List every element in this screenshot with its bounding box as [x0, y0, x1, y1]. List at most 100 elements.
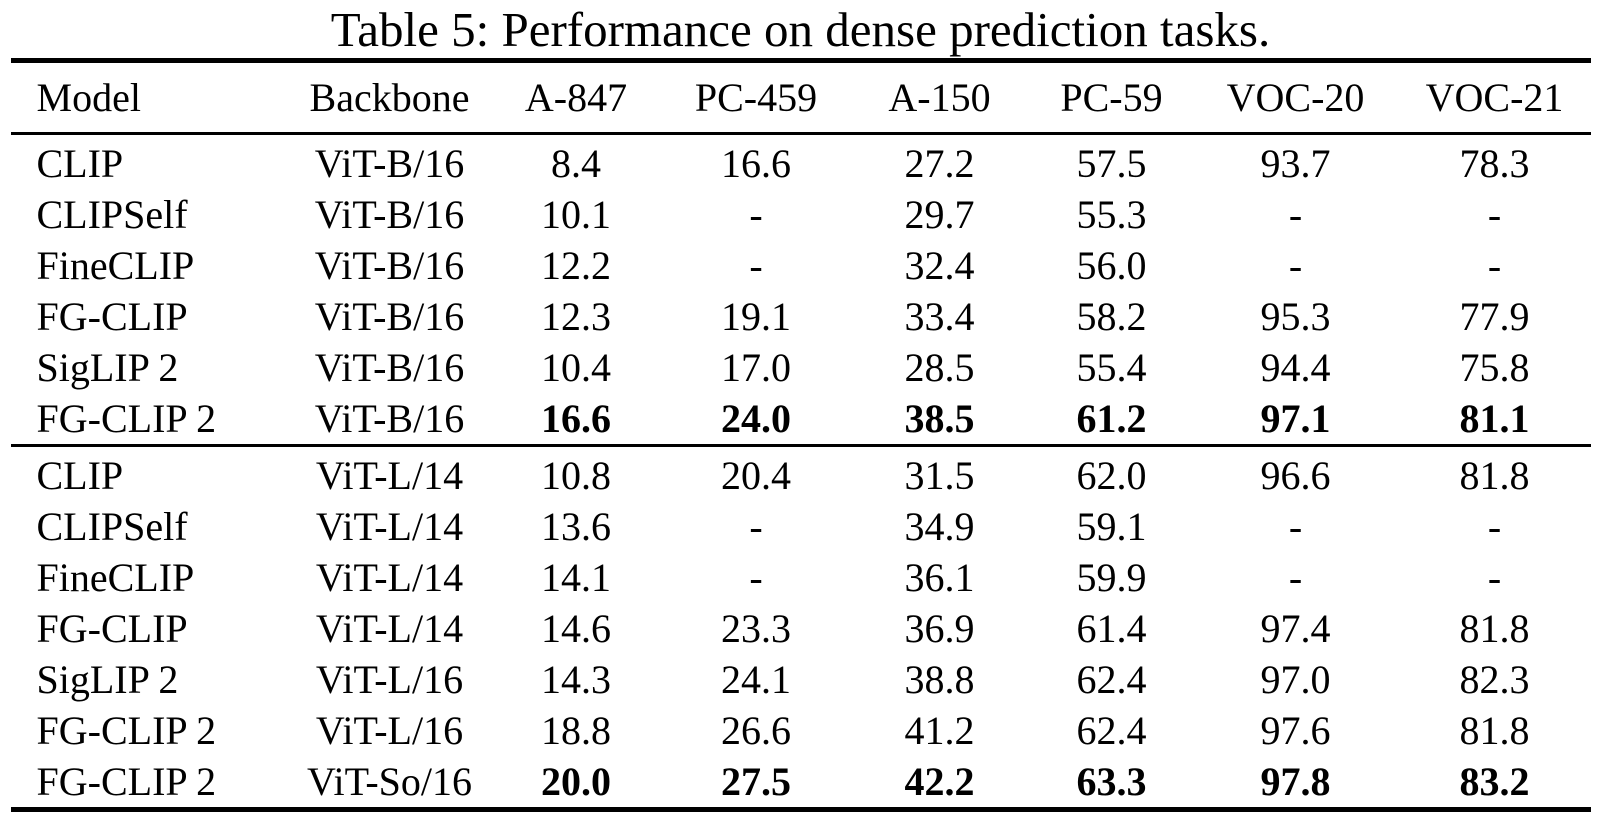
value-cell: 97.8	[1260, 759, 1331, 804]
value-cell: 41.2	[904, 708, 975, 753]
value-cell: 18.8	[541, 708, 611, 753]
value-cell: 96.6	[1260, 453, 1331, 498]
table-row: FineCLIP ViT-L/14 14.1 - 36.1 59.9 - -	[11, 552, 1591, 603]
value-cell: 27.5	[721, 759, 791, 804]
value-cell: 32.4	[904, 243, 975, 288]
table-row: FineCLIP ViT-B/16 12.2 - 32.4 56.0 - -	[11, 240, 1591, 291]
table-row: CLIP ViT-L/14 10.8 20.4 31.5 62.0 96.6 81.8	[11, 446, 1591, 502]
value-cell: -	[1288, 192, 1303, 237]
model-cell: FG-CLIP 2	[36, 708, 217, 753]
table-header: Model Backbone A-847 PC-459 A-150 PC-59 …	[10, 61, 1591, 134]
value-cell: 12.3	[541, 294, 611, 339]
value-cell: -	[749, 243, 763, 288]
value-cell: 97.6	[1260, 708, 1331, 753]
backbone-cell: ViT-B/16	[314, 345, 465, 390]
value-cell: 97.1	[1260, 396, 1331, 441]
backbone-cell: ViT-B/16	[314, 141, 465, 186]
table-row: SigLIP 2 ViT-L/16 14.3 24.1 38.8 62.4 97.0 82.3	[11, 654, 1591, 705]
value-cell: 34.9	[904, 504, 975, 549]
header-row: Model Backbone A-847 PC-459 A-150 PC-59 …	[10, 61, 1591, 134]
value-cell: -	[1487, 192, 1502, 237]
value-cell: 77.9	[1459, 294, 1530, 339]
value-cell: 62.0	[1076, 453, 1147, 498]
value-cell: 27.2	[904, 141, 975, 186]
value-cell: 28.5	[904, 345, 975, 390]
value-cell: -	[749, 192, 763, 237]
backbone-cell: ViT-B/16	[314, 396, 465, 441]
value-cell: 29.7	[904, 192, 975, 237]
backbone-cell: ViT-So/16	[306, 759, 473, 804]
model-cell: FG-CLIP	[36, 294, 188, 339]
value-cell: 81.8	[1459, 708, 1530, 753]
value-cell: 61.4	[1076, 606, 1147, 651]
model-cell: CLIP	[36, 453, 124, 498]
column-header-pc59: PC-59	[1060, 75, 1163, 120]
backbone-cell: ViT-L/14	[315, 606, 464, 651]
column-header-voc20: VOC-20	[1226, 75, 1365, 120]
value-cell: 63.3	[1076, 759, 1147, 804]
value-cell: 10.1	[541, 192, 611, 237]
value-cell: 33.4	[904, 294, 975, 339]
table-row: CLIPSelf ViT-B/16 10.1 - 29.7 55.3 - -	[11, 189, 1591, 240]
value-cell: 12.2	[541, 243, 611, 288]
table-caption: Table 5: Performance on dense prediction…	[330, 2, 1271, 57]
backbone-cell: ViT-L/14	[315, 555, 464, 600]
table-row: FG-CLIP ViT-B/16 12.3 19.1 33.4 58.2 95.3 77.9	[11, 291, 1591, 342]
backbone-cell: ViT-L/14	[315, 504, 464, 549]
value-cell: 36.1	[904, 555, 975, 600]
backbone-cell: ViT-B/16	[314, 192, 465, 237]
backbone-cell: ViT-B/16	[314, 294, 465, 339]
value-cell: 20.0	[541, 759, 611, 804]
value-cell: 83.2	[1459, 759, 1530, 804]
value-cell: -	[1288, 504, 1303, 549]
value-cell: 81.8	[1459, 606, 1530, 651]
column-header-pc459: PC-459	[694, 75, 818, 120]
value-cell: -	[1487, 555, 1502, 600]
value-cell: 23.3	[721, 606, 791, 651]
value-cell: 82.3	[1459, 657, 1530, 702]
backbone-cell: ViT-B/16	[314, 243, 465, 288]
group-vit-l: CLIP ViT-L/14 10.8 20.4 31.5 62.0 96.6 81.8 CLIP…	[10, 445, 1591, 810]
value-cell: 10.8	[541, 453, 611, 498]
model-cell: FG-CLIP	[36, 606, 188, 651]
value-cell: 78.3	[1459, 141, 1530, 186]
value-cell: 81.8	[1459, 453, 1530, 498]
value-cell: 97.4	[1260, 606, 1331, 651]
value-cell: 57.5	[1076, 141, 1147, 186]
value-cell: 24.1	[721, 657, 791, 702]
value-cell: 62.4	[1076, 708, 1147, 753]
model-cell: SigLIP 2	[36, 657, 179, 702]
table-row: CLIP ViT-B/16 8.4 16.6 27.2 57.5 93.7 78.3	[11, 134, 1591, 190]
table-row: FG-CLIP 2 ViT-B/16 16.6 24.0 38.5 61.2 97.1 81.…	[11, 393, 1591, 446]
table-row: SigLIP 2 ViT-B/16 10.4 17.0 28.5 55.4 94.4 75.8	[11, 342, 1591, 393]
value-cell: 17.0	[721, 345, 791, 390]
column-header-a150: A-150	[888, 75, 991, 120]
column-header-model: Model	[36, 75, 141, 120]
value-cell: 31.5	[904, 453, 975, 498]
value-cell: -	[749, 555, 763, 600]
value-cell: 10.4	[541, 345, 611, 390]
value-cell: 42.2	[904, 759, 975, 804]
model-cell: FG-CLIP 2	[36, 396, 217, 441]
value-cell: -	[1487, 504, 1502, 549]
model-cell: CLIP	[36, 141, 124, 186]
value-cell: 14.1	[541, 555, 611, 600]
backbone-cell: ViT-L/16	[315, 708, 464, 753]
model-cell: FineCLIP	[36, 555, 195, 600]
value-cell: 14.6	[541, 606, 611, 651]
value-cell: 95.3	[1260, 294, 1331, 339]
value-cell: 20.4	[721, 453, 791, 498]
value-cell: 16.6	[721, 141, 791, 186]
value-cell: 62.4	[1076, 657, 1147, 702]
table-row: FG-CLIP ViT-L/14 14.6 23.3 36.9 61.4 97.4 81.8	[11, 603, 1591, 654]
table-row: FG-CLIP 2 ViT-L/16 18.8 26.6 41.2 62.4 97.6 81.…	[11, 705, 1591, 756]
model-cell: FG-CLIP 2	[36, 759, 217, 804]
value-cell: 55.3	[1076, 192, 1147, 237]
value-cell: 97.0	[1260, 657, 1331, 702]
value-cell: 36.9	[904, 606, 975, 651]
backbone-cell: ViT-L/14	[315, 453, 464, 498]
column-header-voc21: VOC-21	[1425, 75, 1564, 120]
table-row: CLIPSelf ViT-L/14 13.6 - 34.9 59.1 - -	[11, 501, 1591, 552]
value-cell: 58.2	[1076, 294, 1147, 339]
